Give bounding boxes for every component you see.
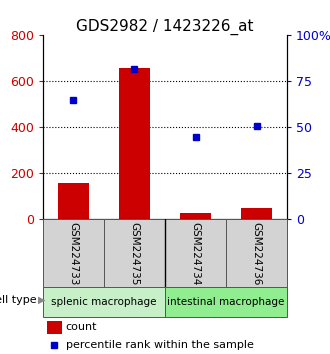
Bar — [241, 208, 272, 219]
Bar — [43, 219, 104, 289]
Bar — [119, 68, 150, 219]
Text: count: count — [66, 322, 97, 332]
Text: splenic macrophage: splenic macrophage — [51, 297, 157, 307]
Bar — [180, 212, 211, 219]
Bar — [165, 219, 226, 289]
Text: ▶: ▶ — [38, 295, 45, 305]
Text: GSM224736: GSM224736 — [251, 222, 262, 286]
Text: intestinal macrophage: intestinal macrophage — [167, 297, 285, 307]
Bar — [226, 219, 287, 289]
Title: GDS2982 / 1423226_at: GDS2982 / 1423226_at — [76, 19, 254, 35]
Text: cell type: cell type — [0, 295, 36, 305]
Text: percentile rank within the sample: percentile rank within the sample — [66, 341, 253, 350]
Text: GSM224733: GSM224733 — [68, 222, 79, 286]
Bar — [104, 219, 165, 289]
Bar — [47, 321, 62, 333]
Text: GSM224734: GSM224734 — [190, 222, 201, 286]
Text: GSM224735: GSM224735 — [129, 222, 140, 286]
Bar — [43, 287, 165, 317]
Bar — [58, 183, 89, 219]
Bar — [165, 287, 287, 317]
